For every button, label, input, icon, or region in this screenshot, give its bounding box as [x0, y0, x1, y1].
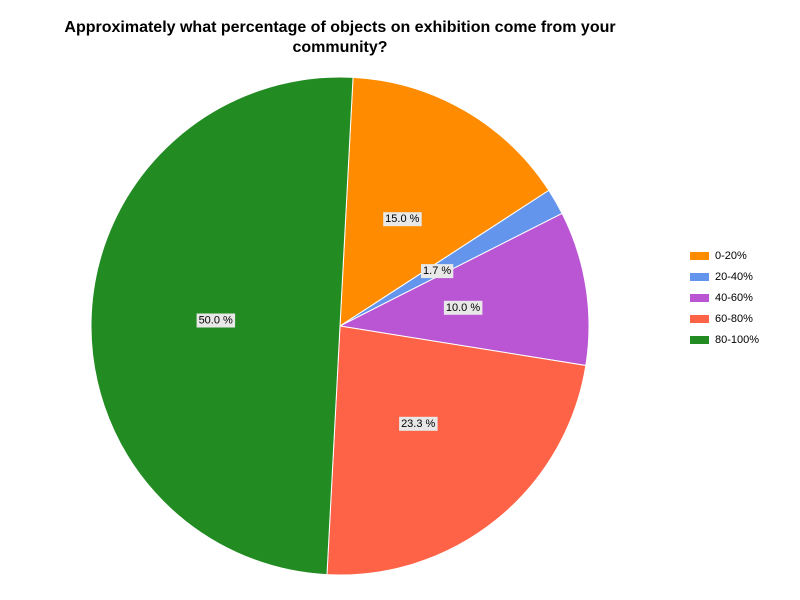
pie-slice-1: [339, 76, 550, 327]
legend-label: 0-20%: [715, 249, 747, 262]
data-label-background: [443, 300, 483, 315]
data-label-background: [399, 416, 438, 431]
data-label-5: 50.0 %: [196, 313, 236, 328]
legend-item: 20-40%: [690, 266, 759, 287]
pie-slices: [90, 76, 590, 576]
data-label-background: [421, 264, 454, 279]
pie-data-labels: 15.0 % 1.7 % 10.0 % 23.3 % 50.0 %: [196, 212, 483, 431]
legend-swatch: [690, 293, 709, 302]
data-label-text-5: 50.0 %: [199, 315, 233, 327]
legend-item: 60-80%: [690, 308, 759, 329]
pie-slice-3: [338, 212, 590, 367]
data-label-1: 15.0 %: [383, 212, 422, 227]
data-label-text-4: 23.3 %: [401, 418, 435, 430]
legend-label: 20-40%: [715, 270, 753, 283]
chart-title: Approximately what percentage of objects…: [64, 19, 616, 56]
legend-label: 80-100%: [715, 333, 760, 346]
data-label-text-3: 10.0 %: [446, 302, 480, 314]
legend-swatch: [690, 314, 709, 323]
legend-swatch: [690, 251, 709, 260]
legend-item: 0-20%: [690, 245, 759, 266]
data-label-3: 10.0 %: [443, 300, 483, 315]
data-label-2: 1.7 %: [421, 264, 454, 279]
legend-label: 60-80%: [715, 312, 753, 325]
data-label-background: [383, 212, 422, 227]
data-label-text-1: 15.0 %: [385, 213, 419, 225]
data-label-4: 23.3 %: [399, 416, 438, 431]
data-label-text-2: 1.7 %: [423, 265, 451, 277]
legend-item: 80-100%: [690, 329, 759, 350]
pie-slice-4: [326, 325, 587, 576]
legend-label: 40-60%: [715, 291, 753, 304]
data-label-background: [196, 313, 236, 328]
legend-swatch: [690, 272, 709, 281]
legend-swatch: [690, 335, 709, 344]
chart-legend: 0-20% 20-40% 40-60% 60-80% 80-100%: [690, 245, 759, 350]
legend-item: 40-60%: [690, 287, 759, 308]
